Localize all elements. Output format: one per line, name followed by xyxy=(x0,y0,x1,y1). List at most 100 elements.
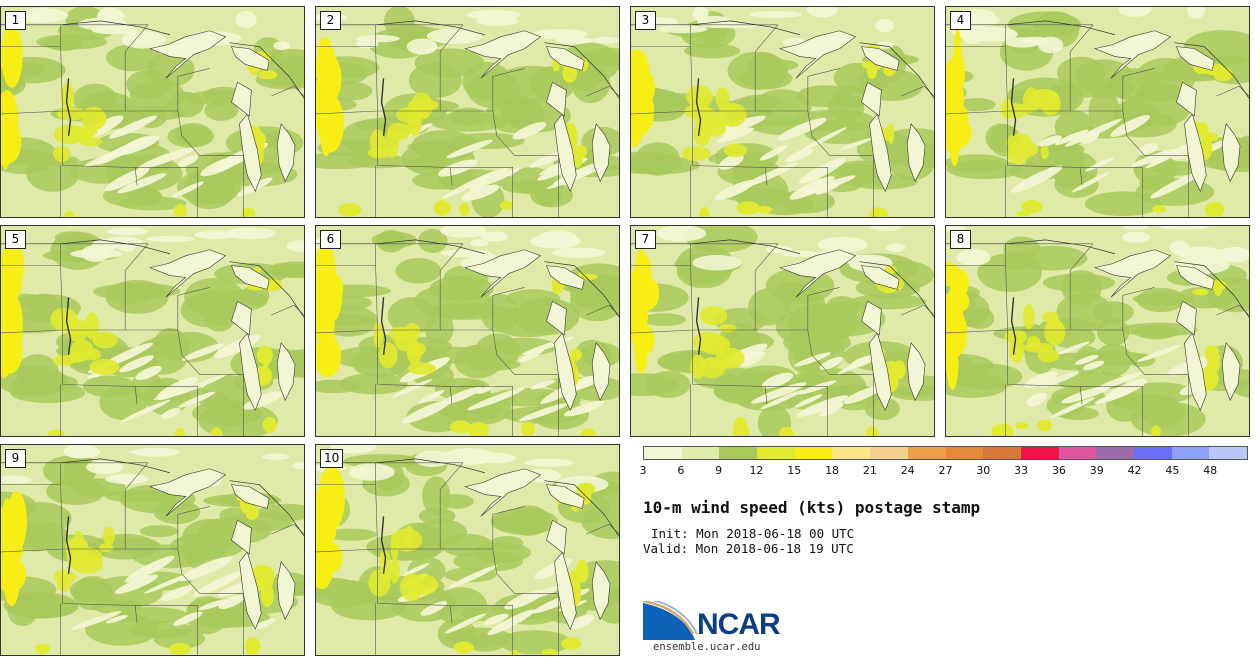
wind-strong-areas xyxy=(1,24,278,217)
river-line xyxy=(695,297,702,355)
member-panel-4: 4 xyxy=(945,6,1250,218)
river-line xyxy=(1010,78,1017,136)
great-lakes xyxy=(779,249,926,411)
colorbar-segment xyxy=(719,447,758,459)
colorbar-segment xyxy=(681,447,720,459)
great-lakes xyxy=(149,249,296,411)
colorbar-segment xyxy=(1020,447,1059,459)
colorbar-tick-label: 39 xyxy=(1089,464,1104,477)
panel-label: 2 xyxy=(320,11,341,30)
colorbar-segment xyxy=(794,447,833,459)
colorbar-tick-label: 42 xyxy=(1127,464,1142,477)
panel-label: 1 xyxy=(5,11,26,30)
colorbar-segment xyxy=(1133,447,1172,459)
panel-label: 10 xyxy=(320,449,344,468)
colorbar-tick-label: 27 xyxy=(938,464,953,477)
state-boundaries xyxy=(316,20,619,217)
colorbar-segment xyxy=(1096,447,1134,459)
member-panel-2: 2 xyxy=(315,6,620,218)
great-lakes xyxy=(464,249,611,411)
river-line xyxy=(380,297,387,355)
great-lakes xyxy=(464,468,611,630)
logo-text: NCAR xyxy=(697,608,781,641)
wind-speed-map xyxy=(1,226,304,436)
colorbar-tick-label: 15 xyxy=(787,464,802,477)
member-panel-5: 5 xyxy=(0,225,305,437)
colorbar-tick-label: 36 xyxy=(1051,464,1066,477)
wind-strong-areas xyxy=(1,241,283,436)
great-lakes xyxy=(149,468,296,630)
state-boundaries xyxy=(316,239,619,436)
member-panel-3: 3 xyxy=(630,6,935,218)
great-lakes xyxy=(464,30,611,192)
colorbar-tick-label: 45 xyxy=(1165,464,1180,477)
member-panel-8: 8 xyxy=(945,225,1250,437)
colorbar-segment xyxy=(832,447,871,459)
wind-speed-map xyxy=(946,226,1249,436)
river-line xyxy=(65,78,72,136)
state-boundaries xyxy=(316,458,619,655)
river-line xyxy=(1010,297,1017,355)
colorbar-segment xyxy=(945,447,984,459)
wind-calm-areas xyxy=(946,226,1249,419)
colorbar-tick-label: 24 xyxy=(900,464,915,477)
member-panel-10: 10 xyxy=(315,444,620,656)
wind-strong-areas xyxy=(316,465,596,655)
state-boundaries xyxy=(946,239,1249,436)
colorbar-segment xyxy=(644,447,682,459)
colorbar-tick-label: 30 xyxy=(976,464,991,477)
panel-label: 4 xyxy=(950,11,971,30)
colorbar-tick-label: 18 xyxy=(825,464,840,477)
member-panel-7: 7 xyxy=(630,225,935,437)
panel-label: 5 xyxy=(5,230,26,249)
state-boundaries xyxy=(1,458,304,655)
ncar-logo-icon xyxy=(643,601,698,640)
colorbar-tick-label: 21 xyxy=(862,464,877,477)
member-panel-9: 9 xyxy=(0,444,305,656)
wind-speed-map xyxy=(631,226,934,436)
colorbar-segment xyxy=(757,447,795,459)
panel-label: 9 xyxy=(5,449,26,468)
wind-calm-areas xyxy=(316,445,609,636)
state-boundaries xyxy=(946,20,1249,217)
colorbar-tick-label: 48 xyxy=(1203,464,1218,477)
colorbar-segment xyxy=(1171,447,1210,459)
panel-label: 6 xyxy=(320,230,341,249)
great-lakes xyxy=(1094,249,1241,411)
great-lakes xyxy=(779,30,926,192)
colorbar-ticks: 3 6 9 12 15 18 21 24 27 30 33 36 39 42 45 48 xyxy=(639,464,1248,480)
great-lakes xyxy=(1094,30,1241,192)
state-boundaries xyxy=(631,239,934,436)
panel-label: 3 xyxy=(635,11,656,30)
init-time: Init: Mon 2018-06-18 00 UTC xyxy=(651,526,855,541)
member-panel-6: 6 xyxy=(315,225,620,437)
panel-label: 7 xyxy=(635,230,656,249)
colorbar-tick-label: 9 xyxy=(715,464,723,477)
wind-speed-map xyxy=(1,7,304,217)
river-line xyxy=(65,297,72,355)
colorbar-tick-label: 12 xyxy=(749,464,764,477)
colorbar-segment xyxy=(1209,447,1247,459)
state-boundaries xyxy=(1,239,304,436)
colorbar-segment xyxy=(983,447,1021,459)
colorbar-tick-label: 3 xyxy=(639,464,647,477)
colorbar-segment xyxy=(1058,447,1097,459)
great-lakes xyxy=(149,30,296,192)
website-link[interactable]: ensemble.ucar.edu xyxy=(653,641,761,653)
wind-speed-map xyxy=(1,445,304,655)
wind-speed-map xyxy=(316,7,619,217)
river-line xyxy=(65,516,72,574)
wind-strong-areas xyxy=(946,27,1233,217)
river-line xyxy=(380,516,387,574)
wind-strong-areas xyxy=(316,37,589,217)
colorbar xyxy=(643,446,1248,460)
wind-calm-areas xyxy=(656,226,906,417)
colorbar-tick-label: 6 xyxy=(677,464,685,477)
colorbar-tick-label: 33 xyxy=(1014,464,1029,477)
colorbar-segment xyxy=(870,447,908,459)
wind-speed-map xyxy=(316,445,619,655)
wind-speed-map xyxy=(631,7,934,217)
state-boundaries xyxy=(1,20,304,217)
river-line xyxy=(380,78,387,136)
panel-label: 8 xyxy=(950,230,971,249)
